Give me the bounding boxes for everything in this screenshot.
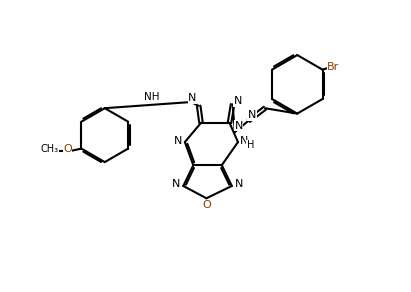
Text: N: N (174, 135, 182, 145)
Text: N: N (234, 96, 242, 106)
Text: N: N (236, 179, 244, 190)
Text: N: N (240, 135, 248, 145)
Text: O: O (63, 144, 72, 154)
Text: H: H (247, 140, 254, 150)
Text: N: N (171, 179, 180, 190)
Text: Br: Br (327, 62, 339, 72)
Text: N: N (248, 110, 256, 120)
Text: NH: NH (144, 92, 159, 102)
Text: CH₃: CH₃ (40, 144, 58, 154)
Text: N: N (235, 121, 243, 131)
Text: N: N (188, 93, 197, 103)
Text: O: O (203, 200, 212, 210)
